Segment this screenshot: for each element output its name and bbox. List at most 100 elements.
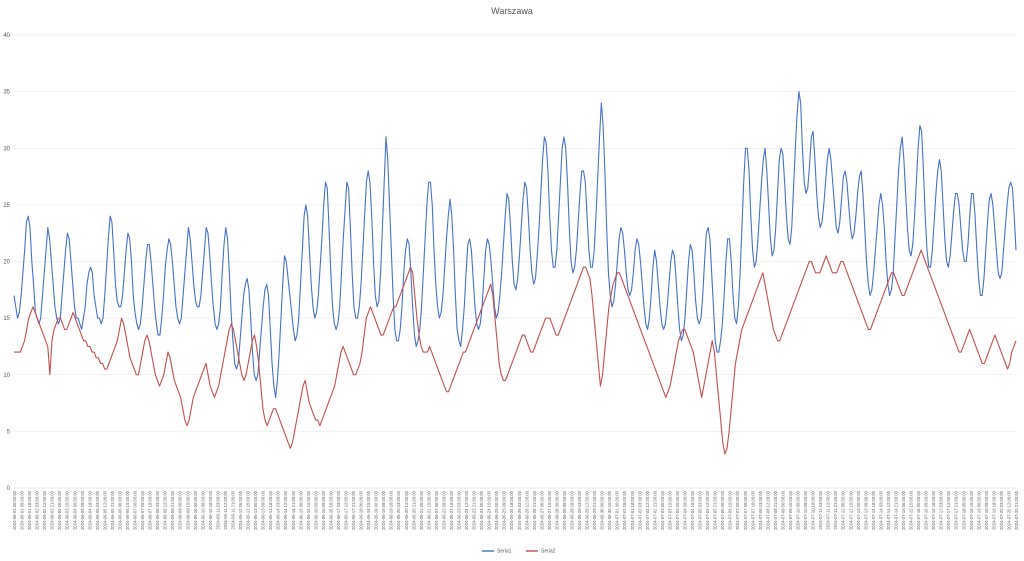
series-line-2 xyxy=(14,249,1017,455)
x-tick-label: 2024-06-09 06:00:00 xyxy=(178,490,183,530)
x-tick-label: 2024-07-20 03:00:00 xyxy=(999,490,1004,530)
x-tick-label: 2024-06-07 18:00:00 xyxy=(148,490,153,530)
x-tick-label: 2024-06-26 12:00:00 xyxy=(524,490,529,530)
x-tick-label: 2024-07-10 00:00:00 xyxy=(796,490,801,530)
x-tick-label: 2024-07-09 06:00:00 xyxy=(780,490,785,530)
x-tick-label: 2024-06-02 12:00:00 xyxy=(42,490,47,530)
x-tick-label: 2024-06-25 18:00:00 xyxy=(509,490,514,530)
x-tick-label: 2024-06-14 12:00:00 xyxy=(283,490,288,530)
x-tick-label: 2024-07-14 12:00:00 xyxy=(886,490,891,530)
x-tick-label: 2024-07-15 15:00:00 xyxy=(909,490,914,530)
x-tick-label: 2024-06-13 18:00:00 xyxy=(268,490,273,530)
x-tick-label: 2024-07-03 06:00:00 xyxy=(660,490,665,530)
x-tick-label: 2024-06-06 06:00:00 xyxy=(117,490,122,530)
x-tick-label: 2024-07-09 15:00:00 xyxy=(788,490,793,530)
x-tick-label: 2024-06-03 06:00:00 xyxy=(57,490,62,530)
x-tick-label: 2024-06-07 09:00:00 xyxy=(140,490,145,530)
x-tick-label: 2024-06-16 18:00:00 xyxy=(328,490,333,530)
x-tick-label: 2024-07-04 09:00:00 xyxy=(683,490,688,530)
x-tick-label: 2024-06-23 03:00:00 xyxy=(456,490,461,530)
x-tick-label: 2024-06-01 00:00:00 xyxy=(12,490,17,530)
x-tick-label: 2024-06-24 15:00:00 xyxy=(487,490,492,530)
y-tick-label: 0 xyxy=(7,486,11,492)
x-tick-label: 2024-06-04 18:00:00 xyxy=(87,490,92,530)
x-tick-label: 2024-07-02 21:00:00 xyxy=(652,490,657,530)
legend: Seria1 Seria2 xyxy=(482,549,556,555)
x-tick-label: 2024-07-02 03:00:00 xyxy=(637,490,642,530)
x-tick-label: 2024-06-25 09:00:00 xyxy=(502,490,507,530)
x-tick-label: 2024-07-14 03:00:00 xyxy=(878,490,883,530)
x-tick-label: 2024-06-01 09:00:00 xyxy=(20,490,25,530)
x-tick-label: 2024-06-15 06:00:00 xyxy=(298,490,303,530)
x-tick-label: 2024-07-02 12:00:00 xyxy=(645,490,650,530)
x-axis-ticks: 2024-06-01 00:00:00 2024-06-01 09:00:00 20… xyxy=(12,490,1019,530)
x-tick-label: 2024-07-10 18:00:00 xyxy=(811,490,816,530)
x-tick-label: 2024-07-03 15:00:00 xyxy=(667,490,672,530)
x-tick-label: 2024-06-10 00:00:00 xyxy=(193,490,198,530)
x-tick-label: 2024-06-20 21:00:00 xyxy=(411,490,416,530)
x-tick-label: 2024-07-12 06:00:00 xyxy=(841,490,846,530)
x-tick-label: 2024-07-08 03:00:00 xyxy=(758,490,763,530)
x-tick-label: 2024-07-18 15:00:00 xyxy=(969,490,974,530)
y-tick-label: 10 xyxy=(3,373,10,379)
x-tick-label: 2024-06-14 21:00:00 xyxy=(291,490,296,530)
x-tick-label: 2024-06-17 03:00:00 xyxy=(336,490,341,530)
x-tick-label: 2024-06-03 15:00:00 xyxy=(65,490,70,530)
x-tick-label: 2024-07-07 09:00:00 xyxy=(743,490,748,530)
y-tick-label: 30 xyxy=(3,146,10,152)
x-tick-label: 2024-06-17 21:00:00 xyxy=(351,490,356,530)
x-tick-label: 2024-06-10 09:00:00 xyxy=(200,490,205,530)
legend-label-2: Seria2 xyxy=(541,549,556,555)
y-axis-ticks: 0 5 10 15 20 25 30 35 40 xyxy=(3,33,10,492)
x-tick-label: 2024-06-29 03:00:00 xyxy=(577,490,582,530)
x-tick-label: 2024-06-25 00:00:00 xyxy=(494,490,499,530)
x-tick-label: 2024-06-10 18:00:00 xyxy=(208,490,213,530)
x-tick-label: 2024-07-05 21:00:00 xyxy=(713,490,718,530)
x-tick-label: 2024-06-15 15:00:00 xyxy=(306,490,311,530)
x-tick-label: 2024-06-22 18:00:00 xyxy=(449,490,454,530)
x-tick-label: 2024-06-02 21:00:00 xyxy=(50,490,55,530)
x-tick-label: 2024-07-12 15:00:00 xyxy=(848,490,853,530)
x-tick-label: 2024-07-13 00:00:00 xyxy=(856,490,861,530)
x-tick-label: 2024-07-01 18:00:00 xyxy=(630,490,635,530)
x-tick-label: 2024-07-19 09:00:00 xyxy=(984,490,989,530)
x-tick-label: 2024-06-08 21:00:00 xyxy=(170,490,175,530)
x-tick-label: 2024-06-18 06:00:00 xyxy=(359,490,364,530)
x-tick-label: 2024-07-05 12:00:00 xyxy=(705,490,710,530)
x-tick-label: 2024-06-16 09:00:00 xyxy=(321,490,326,530)
x-tick-label: 2024-06-05 12:00:00 xyxy=(102,490,107,530)
x-tick-label: 2024-06-24 06:00:00 xyxy=(479,490,484,530)
x-tick-label: 2024-06-05 03:00:00 xyxy=(95,490,100,530)
x-tick-label: 2024-06-06 15:00:00 xyxy=(125,490,130,530)
x-tick-label: 2024-06-13 09:00:00 xyxy=(261,490,266,530)
x-tick-label: 2024-06-11 21:00:00 xyxy=(230,490,235,529)
y-tick-label: 40 xyxy=(3,33,10,39)
x-tick-label: 2024-06-27 15:00:00 xyxy=(547,490,552,530)
x-tick-label: 2024-07-19 00:00:00 xyxy=(976,490,981,530)
x-tick-label: 2024-07-13 09:00:00 xyxy=(863,490,868,530)
series-line-1 xyxy=(13,91,1017,398)
x-tick-label: 2024-06-23 21:00:00 xyxy=(472,490,477,530)
gridlines xyxy=(14,34,1016,489)
x-tick-label: 2024-06-29 21:00:00 xyxy=(592,490,597,530)
x-tick-label: 2024-07-08 12:00:00 xyxy=(765,490,770,530)
x-tick-label: 2024-06-28 18:00:00 xyxy=(570,490,575,530)
x-tick-label: 2024-07-07 00:00:00 xyxy=(735,490,740,530)
x-tick-label: 2024-06-30 15:00:00 xyxy=(607,490,612,530)
x-tick-label: 2024-06-28 00:00:00 xyxy=(554,490,559,530)
x-tick-label: 2024-06-26 21:00:00 xyxy=(532,490,537,530)
x-tick-label: 2024-07-06 15:00:00 xyxy=(728,490,733,530)
x-tick-label: 2024-06-21 15:00:00 xyxy=(426,490,431,530)
x-tick-label: 2024-06-23 12:00:00 xyxy=(464,490,469,530)
x-tick-label: 2024-06-05 21:00:00 xyxy=(110,490,115,530)
x-tick-label: 2024-07-20 21:00:00 xyxy=(1014,490,1019,530)
x-tick-label: 2024-06-02 03:00:00 xyxy=(35,490,40,530)
x-tick-label: 2024-06-27 06:00:00 xyxy=(539,490,544,530)
x-tick-label: 2024-06-08 12:00:00 xyxy=(163,490,168,530)
x-tick-label: 2024-06-17 12:00:00 xyxy=(343,490,348,530)
x-tick-label: 2024-06-21 06:00:00 xyxy=(419,490,424,530)
x-tick-label: 2024-06-01 18:00:00 xyxy=(27,490,32,530)
x-tick-label: 2024-07-01 09:00:00 xyxy=(622,490,627,530)
